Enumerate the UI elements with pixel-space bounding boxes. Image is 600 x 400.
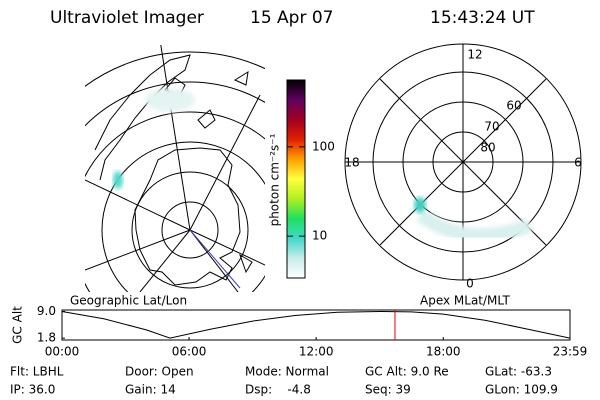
colorbar: photon cm⁻²s⁻¹ 10 100 bbox=[268, 79, 335, 279]
colorbar-tick-label: 100 bbox=[312, 139, 335, 153]
status-field: Flt: LBHL bbox=[10, 365, 64, 379]
mlt-label: 6 bbox=[574, 156, 582, 170]
right-label: Apex MLat/MLT bbox=[420, 294, 510, 308]
colorbar-tick-label: 10 bbox=[312, 229, 327, 243]
x-tick-label: 06:00 bbox=[172, 345, 207, 359]
colorbar-scale bbox=[286, 79, 306, 279]
status-field: GC Alt: 9.0 Re bbox=[365, 365, 449, 379]
status-field: IP: 36.0 bbox=[10, 383, 55, 397]
mlt-label: 18 bbox=[344, 156, 359, 170]
status-field: Dsp: -4.8 bbox=[245, 383, 311, 397]
x-tick-label: 23:59 bbox=[553, 345, 588, 359]
y-tick-label: 9.0 bbox=[37, 304, 56, 318]
x-tick-label: 18:00 bbox=[426, 345, 461, 359]
polar-grid bbox=[344, 43, 582, 281]
mlat-label: 60 bbox=[506, 99, 521, 113]
mlat-label: 70 bbox=[484, 120, 499, 134]
time: 15:43:24 UT bbox=[430, 8, 535, 28]
title: Ultraviolet Imager bbox=[50, 8, 204, 28]
status-field: GLat: -63.3 bbox=[485, 365, 552, 379]
polar-aurora bbox=[414, 197, 533, 243]
status-field: Mode: Normal bbox=[245, 365, 329, 379]
y-tick-label: 1.8 bbox=[37, 331, 56, 345]
x-tick-label: 00:00 bbox=[45, 345, 80, 359]
geo-map bbox=[85, 45, 265, 292]
alt-frame bbox=[61, 309, 571, 341]
mlt-label: 0 bbox=[466, 277, 474, 291]
status-field: Door: Open bbox=[125, 365, 194, 379]
left-label: Geographic Lat/Lon bbox=[70, 294, 187, 308]
mlt-label: 12 bbox=[467, 48, 482, 62]
status-field: Gain: 14 bbox=[125, 383, 176, 397]
y-label: GC Alt bbox=[11, 306, 25, 344]
date: 15 Apr 07 bbox=[250, 8, 333, 28]
status-field: Seq: 39 bbox=[365, 383, 411, 397]
x-tick-label: 12:00 bbox=[299, 345, 334, 359]
colorbar-label: photon cm⁻²s⁻¹ bbox=[268, 133, 282, 226]
altitude-line bbox=[61, 310, 571, 339]
mlat-label: 80 bbox=[480, 141, 495, 155]
status-field: GLon: 109.9 bbox=[485, 383, 558, 397]
